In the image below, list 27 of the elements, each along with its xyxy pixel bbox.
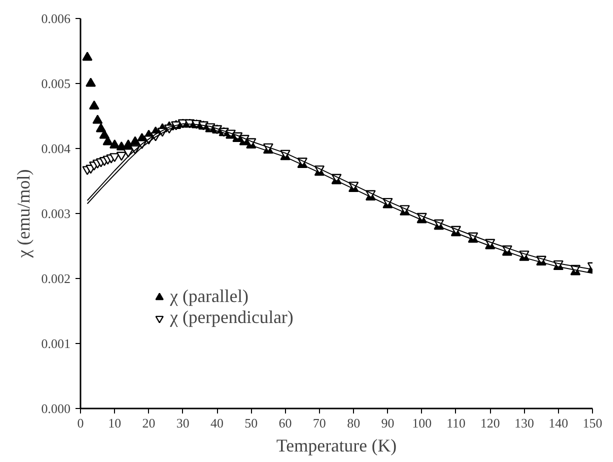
x-tick-label: 10	[108, 416, 122, 430]
x-tick-label: 80	[347, 416, 360, 430]
x-tick-label: 130	[514, 416, 534, 430]
y-tick-label: 0.006	[41, 11, 71, 26]
x-tick-label: 40	[210, 416, 224, 430]
x-tick-label: 60	[278, 416, 292, 430]
x-tick-label: 20	[142, 416, 156, 430]
x-axis-title: Temperature (K)	[276, 436, 397, 456]
x-tick-label: 30	[176, 416, 190, 430]
x-tick-label: 50	[244, 416, 258, 430]
x-tick-label: 110	[446, 416, 466, 430]
x-tick-label: 0	[77, 416, 84, 430]
y-tick-label: 0.000	[41, 401, 70, 416]
x-tick-label: 140	[548, 416, 568, 430]
y-axis-title: χ (emu/mol)	[13, 169, 34, 259]
x-tick-label: 120	[480, 416, 500, 430]
x-tick-label: 100	[412, 416, 432, 430]
y-tick-label: 0.004	[41, 141, 71, 156]
y-tick-label: 0.002	[41, 271, 70, 286]
x-tick-label: 150	[582, 416, 602, 430]
x-tick-label: 90	[381, 416, 394, 430]
y-tick-label: 0.001	[41, 336, 70, 351]
y-tick-label: 0.003	[41, 206, 70, 221]
y-tick-label: 0.005	[41, 76, 70, 91]
x-tick-label: 70	[312, 416, 326, 430]
legend-label: χ (parallel)	[170, 286, 248, 307]
legend-label: χ (perpendicular)	[170, 307, 294, 328]
